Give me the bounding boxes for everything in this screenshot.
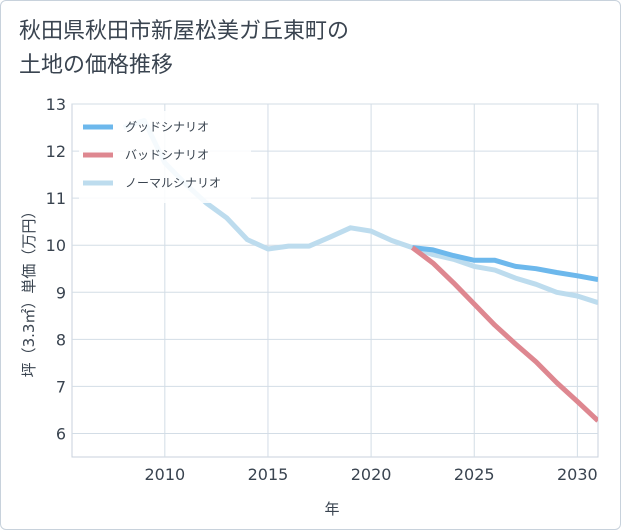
x-tick-label: 2010 [144, 465, 185, 484]
x-axis-label: 年 [324, 500, 339, 518]
y-tick-label: 11 [46, 189, 66, 208]
x-tick-label: 2015 [248, 465, 289, 484]
title-line-1: 秋田県秋田市新屋松美ガ丘東町の [19, 19, 350, 44]
y-axis-label: 坪（3.3㎡）単価（万円） [20, 204, 38, 378]
y-tick-label: 12 [46, 142, 66, 161]
y-tick-label: 10 [46, 236, 66, 255]
legend-label: グッドシナリオ [125, 120, 209, 134]
title-line-2: 土地の価格推移 [19, 53, 174, 78]
legend-label: ノーマルシナリオ [125, 176, 221, 190]
x-tick-label: 2030 [557, 465, 598, 484]
y-tick-label: 7 [56, 377, 66, 396]
x-tick-label: 2020 [351, 465, 392, 484]
series-line-2 [410, 245, 598, 423]
y-tick-label: 8 [56, 330, 66, 349]
y-tick-label: 6 [56, 424, 66, 443]
series-line-1 [412, 245, 598, 283]
y-tick-label: 13 [46, 95, 66, 114]
chart-title: 秋田県秋田市新屋松美ガ丘東町の 土地の価格推移 [19, 15, 349, 83]
x-tick-label: 2025 [454, 465, 495, 484]
legend-label: バッドシナリオ [125, 148, 209, 162]
y-tick-label: 9 [56, 283, 66, 302]
